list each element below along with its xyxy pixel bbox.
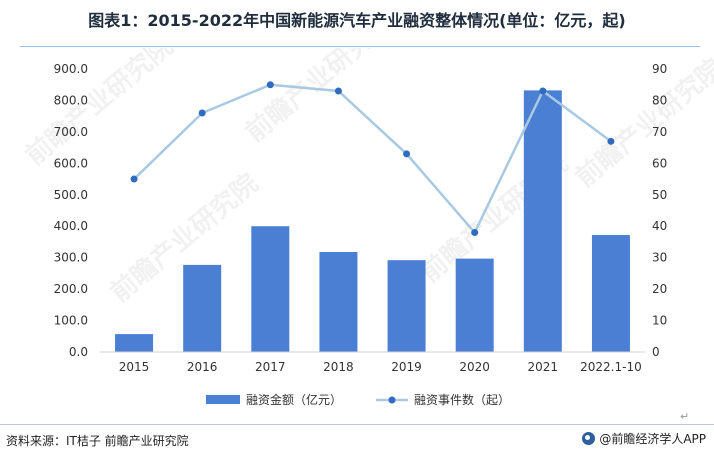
bar-2017	[251, 226, 290, 352]
brand-credit: @前瞻经济学人APP	[582, 430, 706, 447]
line-series	[130, 81, 615, 237]
legend: 融资金额（亿元） 融资事件数（起）	[206, 392, 510, 407]
x-tick-label: 2021	[528, 360, 559, 374]
bar-2019	[387, 260, 426, 352]
x-tick-label: 2022.1-10	[580, 360, 642, 374]
bar-2022.1-10	[591, 235, 630, 352]
line-point-2019	[403, 150, 411, 158]
bar-2020	[455, 258, 494, 352]
y-left-tick-label: 300.0	[54, 251, 88, 265]
title-divider	[20, 46, 700, 47]
chart-title: 图表1：2015-2022年中国新能源汽车产业融资整体情况(单位：亿元，起)	[88, 11, 626, 30]
line-point-2017	[266, 81, 274, 89]
legend-bar-swatch	[206, 395, 240, 404]
legend-bar-label: 融资金额（亿元）	[246, 392, 342, 407]
y-left-tick-label: 500.0	[54, 188, 88, 202]
bar-2021	[523, 90, 562, 353]
x-tick-label: 2015	[119, 360, 150, 374]
y-left-tick-label: 700.0	[54, 125, 88, 139]
footer-divider	[0, 424, 714, 425]
y-left-tick-label: 400.0	[54, 219, 88, 233]
x-tick-label: 2020	[459, 360, 490, 374]
x-tick-label: 2017	[255, 360, 286, 374]
y-right-tick-label: 60	[652, 156, 667, 170]
line-point-2016	[198, 109, 206, 117]
y-left-tick-label: 600.0	[54, 156, 88, 170]
x-tick-label: 2016	[187, 360, 218, 374]
line-point-2021	[539, 87, 547, 95]
x-tick-label: 2019	[391, 360, 422, 374]
brand-text: @前瞻经济学人APP	[599, 432, 706, 446]
y-left-tick-label: 900.0	[54, 62, 88, 76]
bar-series	[115, 90, 630, 353]
x-tick-label: 2018	[323, 360, 354, 374]
y-right-tick-label: 0	[652, 345, 660, 359]
line-point-2015	[130, 175, 138, 183]
y-left-tick-label: 800.0	[54, 93, 88, 107]
bar-2016	[183, 264, 222, 352]
brand-logo-icon	[582, 432, 596, 445]
bar-2018	[319, 252, 358, 352]
y-right-tick-label: 90	[652, 62, 667, 76]
line-point-2018	[334, 87, 342, 95]
y-right-tick-label: 50	[652, 188, 667, 202]
line-point-2020	[471, 229, 479, 237]
watermark-text: 前瞻产业研究院	[240, 48, 399, 148]
watermark-text: 前瞻产业研究院	[570, 53, 714, 194]
line-point-2022.1-10	[607, 137, 615, 145]
y-right-tick-label: 10	[652, 314, 667, 328]
y-right-tick-label: 40	[652, 219, 667, 233]
y-right-tick-label: 20	[652, 282, 667, 296]
legend-line-marker	[388, 396, 396, 404]
y-right-tick-label: 80	[652, 93, 667, 107]
series-line	[133, 83, 612, 235]
y-left-tick-label: 100.0	[54, 314, 88, 328]
source-note: 资料来源：IT桔子 前瞻产业研究院	[6, 434, 189, 448]
legend-line-label: 融资事件数（起）	[414, 392, 510, 407]
y-right-tick-label: 30	[652, 251, 667, 265]
axes: 0.0 100.0 200.0 300.0 400.0 500.0 600.0 700.0 80…	[54, 62, 668, 374]
return-mark: ↵	[680, 410, 690, 423]
y-left-tick-label: 0.0	[69, 345, 88, 359]
watermark-text: 前瞻产业研究院	[20, 48, 179, 171]
y-right-tick-label: 70	[652, 125, 667, 139]
bar-2015	[115, 334, 154, 352]
y-left-tick-label: 200.0	[54, 282, 88, 296]
